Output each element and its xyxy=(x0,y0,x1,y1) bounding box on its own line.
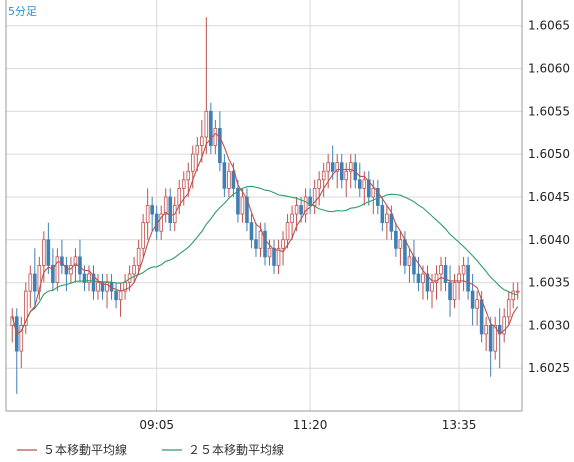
candle-body xyxy=(431,283,434,292)
candle-body xyxy=(480,300,483,334)
candle-body xyxy=(164,197,167,214)
candle-body xyxy=(191,154,194,171)
candle-body xyxy=(241,197,244,214)
candle-body xyxy=(282,240,285,249)
candle-body xyxy=(264,231,267,257)
candle-body xyxy=(489,325,492,351)
candle-body xyxy=(255,240,258,249)
candle-body xyxy=(381,206,384,223)
y-tick-label: 1.6065 xyxy=(528,19,570,33)
candle-body xyxy=(394,231,397,248)
candle-body xyxy=(178,188,181,205)
candle-body xyxy=(322,171,325,180)
candle-body xyxy=(70,265,73,274)
candle-body xyxy=(268,248,271,257)
candle-body xyxy=(227,171,230,188)
candle-body xyxy=(385,214,388,223)
candle-body xyxy=(196,146,199,155)
y-tick-label: 1.6030 xyxy=(528,318,570,332)
candle-body xyxy=(476,300,479,309)
candle-body xyxy=(232,171,235,188)
candle-body xyxy=(214,128,217,145)
y-tick-label: 1.6040 xyxy=(528,233,570,247)
x-tick-label: 13:35 xyxy=(442,418,477,432)
candle-body xyxy=(56,257,59,283)
x-tick-label: 09:05 xyxy=(139,418,174,432)
candle-body xyxy=(200,137,203,146)
y-tick-label: 1.6045 xyxy=(528,190,570,204)
candle-body xyxy=(358,180,361,189)
y-tick-label: 1.6050 xyxy=(528,147,570,161)
candle-body xyxy=(291,214,294,223)
candle-body xyxy=(97,283,100,292)
candle-body xyxy=(363,180,366,189)
candle-body xyxy=(471,291,474,308)
candle-body xyxy=(404,240,407,266)
candle-body xyxy=(137,248,140,265)
legend-ma25-label: ２５本移動平均線 xyxy=(188,442,284,457)
candle-body xyxy=(331,163,334,172)
y-tick-label: 1.6055 xyxy=(528,104,570,118)
candle-body xyxy=(286,223,289,240)
candle-body xyxy=(413,257,416,274)
candle-body xyxy=(462,265,465,274)
candle-body xyxy=(318,180,321,189)
candle-body xyxy=(29,274,32,291)
candle-body xyxy=(507,300,510,317)
candle-body xyxy=(512,291,515,300)
candle-body xyxy=(399,240,402,249)
candle-body xyxy=(340,163,343,180)
candle-body xyxy=(449,283,452,300)
candle-body xyxy=(372,188,375,197)
candle-body xyxy=(119,291,122,300)
candle-body xyxy=(516,291,519,292)
candle-body xyxy=(250,223,253,240)
candle-body xyxy=(169,197,172,223)
candle-body xyxy=(467,265,470,291)
y-tick-label: 1.6035 xyxy=(528,276,570,290)
candle-body xyxy=(79,257,82,274)
y-tick-label: 1.6025 xyxy=(528,361,570,375)
candle-body xyxy=(259,231,262,248)
candle-body xyxy=(205,111,208,137)
candle-body xyxy=(115,291,118,300)
candle-body xyxy=(327,163,330,172)
candle-body xyxy=(223,163,226,189)
legend-ma5-label: ５本移動平均線 xyxy=(43,442,127,457)
candle-body xyxy=(146,206,149,223)
candle-body xyxy=(218,128,221,162)
candle-body xyxy=(33,274,36,291)
candle-body xyxy=(417,274,420,283)
candle-body xyxy=(295,206,298,215)
candle-body xyxy=(453,283,456,300)
candle-body xyxy=(300,206,303,215)
candle-body xyxy=(485,325,488,334)
candle-body xyxy=(133,265,136,274)
candle-body xyxy=(142,223,145,249)
y-tick-labels: 1.6065 1.6060 1.6055 1.6050 1.6045 1.6040 1.60… xyxy=(528,19,570,376)
candle-body xyxy=(47,240,50,266)
candle-body xyxy=(390,214,393,231)
candle-body xyxy=(440,265,443,274)
x-tick-label: 11:20 xyxy=(293,418,328,432)
candle-body xyxy=(42,240,45,266)
y-tick-label: 1.6060 xyxy=(528,62,570,76)
candle-body xyxy=(345,171,348,180)
candle-body xyxy=(408,257,411,266)
candle-body xyxy=(273,248,276,265)
candle-body xyxy=(422,274,425,283)
candle-body xyxy=(151,206,154,215)
candle-body xyxy=(182,180,185,189)
timeframe-label: 5分足 xyxy=(8,5,37,18)
candle-body xyxy=(187,171,190,180)
